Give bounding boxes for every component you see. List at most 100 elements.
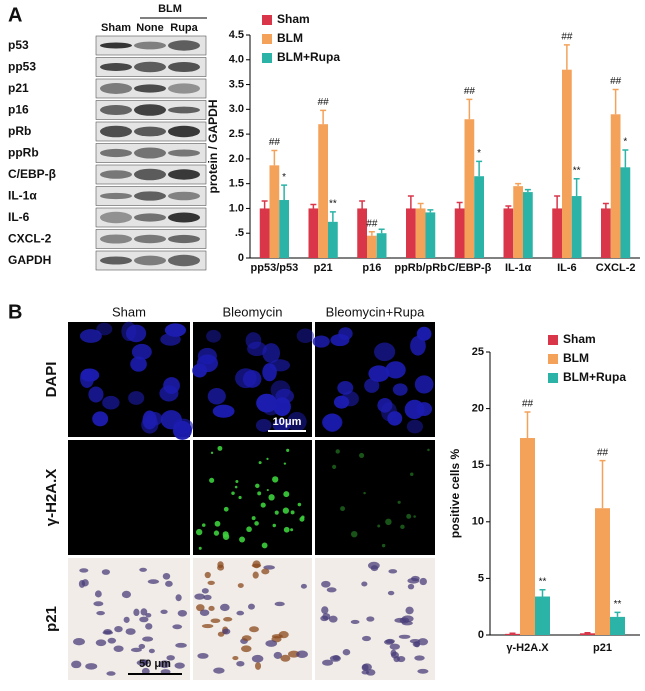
nucleus (206, 329, 221, 343)
foci (290, 510, 295, 515)
y-tick-label: 10 (472, 516, 484, 528)
error-bar (476, 160, 483, 177)
nucleus (121, 321, 137, 342)
cell (125, 628, 136, 635)
cell (342, 649, 351, 656)
nucleus (256, 393, 278, 413)
x-tick-label: IL-6 (557, 262, 577, 274)
foci (332, 464, 337, 469)
cell (73, 637, 85, 646)
error-bar (368, 230, 375, 236)
significance: * (477, 148, 481, 159)
cell (300, 583, 307, 589)
error-bar (456, 201, 463, 209)
cell (165, 580, 173, 587)
x-tick-label: p21 (593, 642, 612, 654)
nucleus (337, 380, 354, 395)
column-title: Bleomycin (223, 304, 283, 319)
cell (162, 572, 171, 580)
cell (365, 669, 376, 676)
lane-label: None (136, 22, 164, 34)
x-tick-label: pp53/p53 (251, 262, 299, 274)
cell (370, 565, 379, 572)
blot-band (100, 234, 132, 244)
foci (409, 472, 414, 476)
foci (266, 488, 269, 492)
foci (363, 491, 366, 495)
blot-band (100, 192, 132, 200)
cell (203, 594, 212, 600)
blot-band (168, 169, 200, 180)
blot-band (134, 191, 166, 201)
significance: ** (539, 576, 547, 587)
bar (415, 208, 426, 258)
blot-band (168, 234, 200, 244)
cell (237, 583, 244, 588)
significance: ## (597, 447, 609, 458)
cell (213, 667, 225, 674)
foci (350, 530, 358, 538)
bar (425, 212, 436, 258)
nucleus (212, 404, 235, 418)
x-tick-label: γ-H2A.X (506, 642, 549, 654)
blot-band (168, 149, 200, 157)
cell (273, 651, 283, 659)
cell (389, 643, 400, 650)
foci (266, 457, 269, 461)
legend-swatch (262, 34, 272, 44)
protein-label: ppRb (8, 146, 39, 160)
nucleus (131, 343, 152, 360)
cell (261, 568, 270, 575)
cell (106, 671, 116, 676)
foci (255, 483, 260, 489)
foci (260, 502, 266, 508)
foci (258, 461, 262, 465)
cell (274, 601, 285, 607)
error-bar (524, 411, 531, 439)
nucleus (338, 327, 353, 341)
bar (610, 616, 625, 635)
panel-label: B (8, 301, 22, 323)
nucleus (406, 419, 424, 434)
cell (252, 571, 259, 579)
error-bar (584, 631, 591, 634)
cell (208, 605, 215, 612)
foci (397, 500, 401, 504)
y-tick-label: 2.5 (229, 128, 244, 140)
y-axis-label: positive cells % (448, 448, 462, 538)
foci (283, 526, 290, 533)
error-bar (602, 202, 609, 209)
error-bar (427, 209, 434, 213)
cell (222, 628, 231, 635)
blot-band (168, 40, 200, 51)
foci (413, 515, 416, 518)
cell (197, 653, 209, 659)
nucleus (88, 386, 104, 403)
legend-label: Sham (277, 12, 310, 26)
cell (407, 577, 420, 584)
cell (139, 567, 147, 572)
cell (95, 639, 107, 647)
x-tick-label: p21 (314, 262, 333, 274)
error-bar (417, 202, 424, 209)
foci (239, 536, 246, 543)
cell (321, 606, 329, 615)
cell (107, 637, 117, 644)
nucleus (272, 418, 291, 433)
row-label: DAPI (43, 362, 60, 398)
micrograph (193, 558, 312, 680)
cell (249, 626, 259, 633)
protein-label: p53 (8, 38, 29, 52)
error-bar (539, 588, 546, 597)
y-tick-label: 5 (478, 572, 484, 584)
x-tick-label: CXCL-2 (596, 262, 636, 274)
significance: ** (329, 199, 337, 210)
foci (209, 477, 215, 483)
significance: ## (269, 137, 281, 148)
error-bar (281, 184, 288, 201)
cell (71, 660, 82, 669)
foci (340, 506, 346, 512)
cell (199, 609, 210, 616)
significance: ** (614, 599, 622, 610)
cell (419, 577, 427, 586)
